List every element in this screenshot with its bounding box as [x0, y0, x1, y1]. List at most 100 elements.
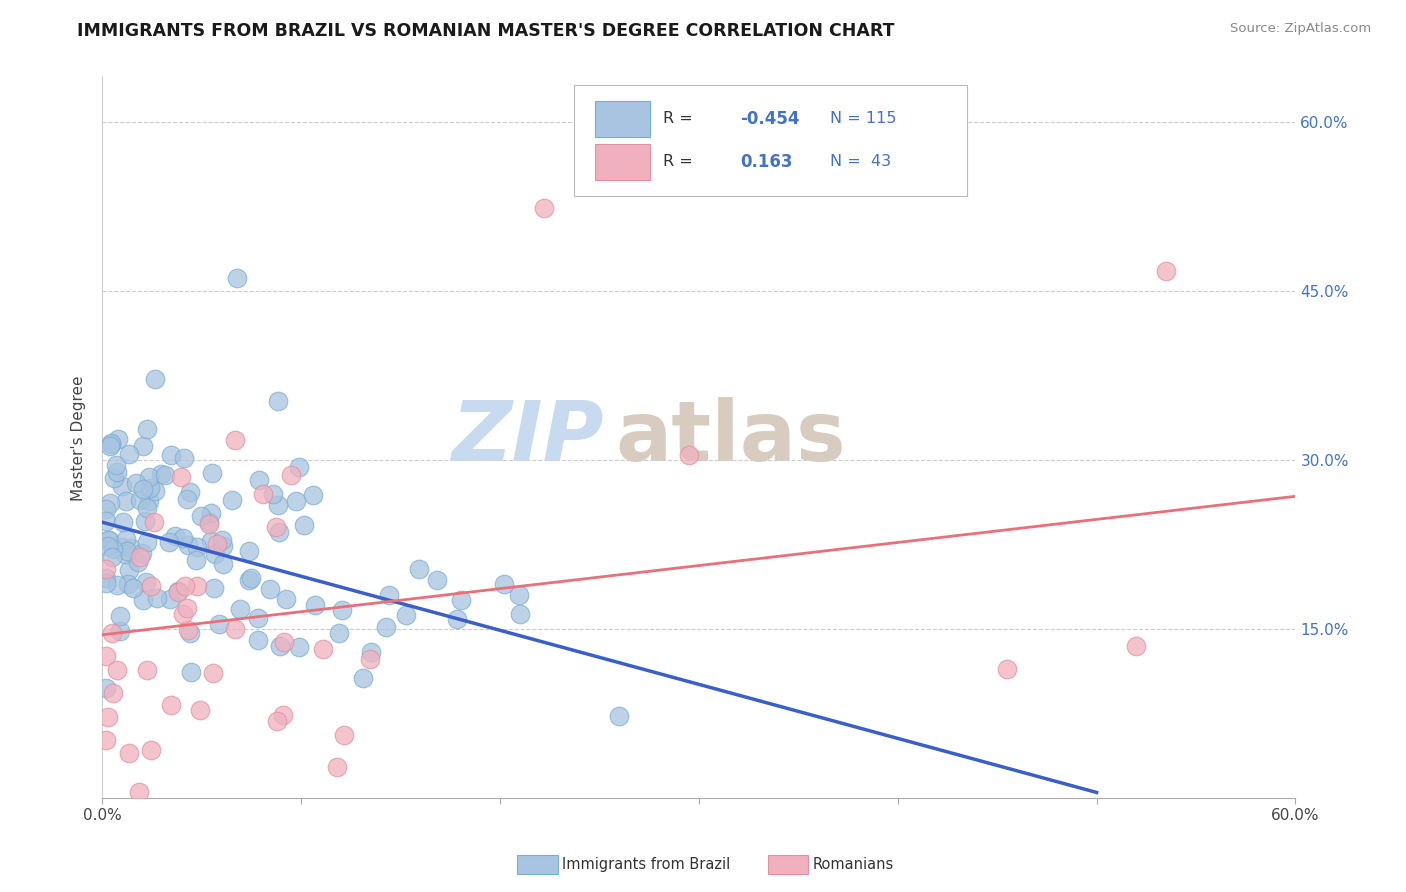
Point: [211, 533, 233, 548]
Point: [212, 557, 235, 571]
Point: [226, 271, 249, 285]
Point: [200, 506, 222, 520]
Point: [167, 584, 190, 599]
Point: [132, 483, 155, 497]
Point: [96, 502, 118, 516]
Point: [201, 466, 224, 480]
Point: [312, 642, 335, 657]
Point: [177, 538, 200, 552]
Point: [100, 437, 122, 451]
Point: [186, 579, 208, 593]
Point: [159, 698, 181, 712]
Point: [288, 640, 311, 654]
Text: atlas: atlas: [616, 397, 846, 478]
Point: [1125, 639, 1147, 653]
Point: [127, 556, 149, 570]
Text: N =  43: N = 43: [830, 154, 891, 169]
Point: [224, 622, 246, 636]
Point: [111, 540, 134, 554]
Point: [134, 514, 156, 528]
Point: [118, 746, 141, 760]
Point: [160, 448, 183, 462]
Point: [108, 624, 131, 638]
Point: [274, 591, 297, 606]
Point: [184, 553, 207, 567]
Point: [360, 645, 382, 659]
Point: [190, 508, 212, 523]
Point: [112, 515, 135, 529]
Point: [238, 573, 260, 587]
Point: [494, 577, 516, 591]
Point: [1154, 264, 1177, 278]
Point: [609, 709, 631, 723]
Point: [173, 451, 195, 466]
Point: [280, 467, 302, 482]
Point: [149, 467, 172, 481]
Point: [179, 484, 201, 499]
Point: [98, 496, 121, 510]
Point: [267, 498, 290, 512]
Point: [96, 732, 118, 747]
Point: [177, 623, 200, 637]
Text: Source: ZipAtlas.com: Source: ZipAtlas.com: [1230, 22, 1371, 36]
Point: [135, 574, 157, 589]
Point: [132, 592, 155, 607]
Point: [128, 785, 150, 799]
Point: [96, 575, 118, 590]
Point: [136, 535, 159, 549]
Point: [212, 539, 235, 553]
Point: [330, 603, 353, 617]
Text: Romanians: Romanians: [813, 857, 894, 871]
Point: [97, 533, 120, 547]
Point: [200, 533, 222, 548]
Point: [267, 524, 290, 539]
Point: [125, 476, 148, 491]
Point: [326, 759, 349, 773]
Point: [264, 520, 287, 534]
Point: [132, 439, 155, 453]
Point: [135, 500, 157, 515]
Text: N = 115: N = 115: [830, 111, 897, 126]
Point: [163, 528, 186, 542]
Point: [157, 535, 180, 549]
Point: [408, 562, 430, 576]
Point: [186, 541, 208, 555]
Point: [678, 448, 700, 462]
Point: [139, 580, 162, 594]
Point: [377, 588, 399, 602]
Point: [269, 640, 291, 654]
Point: [115, 532, 138, 546]
Point: [328, 626, 350, 640]
Point: [129, 492, 152, 507]
Point: [97, 539, 120, 553]
Point: [114, 547, 136, 561]
Point: [205, 537, 228, 551]
Point: [273, 708, 295, 723]
FancyBboxPatch shape: [595, 101, 650, 136]
Point: [155, 467, 177, 482]
Point: [259, 582, 281, 596]
Point: [101, 686, 124, 700]
Point: [107, 465, 129, 479]
Point: [450, 593, 472, 607]
Point: [145, 591, 167, 606]
Point: [110, 609, 132, 624]
Point: [224, 434, 246, 448]
Point: [179, 626, 201, 640]
Point: [176, 601, 198, 615]
Point: [111, 479, 134, 493]
FancyBboxPatch shape: [574, 85, 967, 196]
Point: [103, 542, 125, 557]
Point: [103, 470, 125, 484]
Point: [138, 493, 160, 508]
Point: [332, 728, 354, 742]
Point: [202, 665, 225, 680]
Point: [143, 372, 166, 386]
Point: [284, 494, 307, 508]
Point: [508, 588, 530, 602]
Point: [139, 743, 162, 757]
Point: [96, 571, 118, 585]
Point: [180, 665, 202, 679]
Point: [115, 493, 138, 508]
Point: [247, 473, 270, 487]
